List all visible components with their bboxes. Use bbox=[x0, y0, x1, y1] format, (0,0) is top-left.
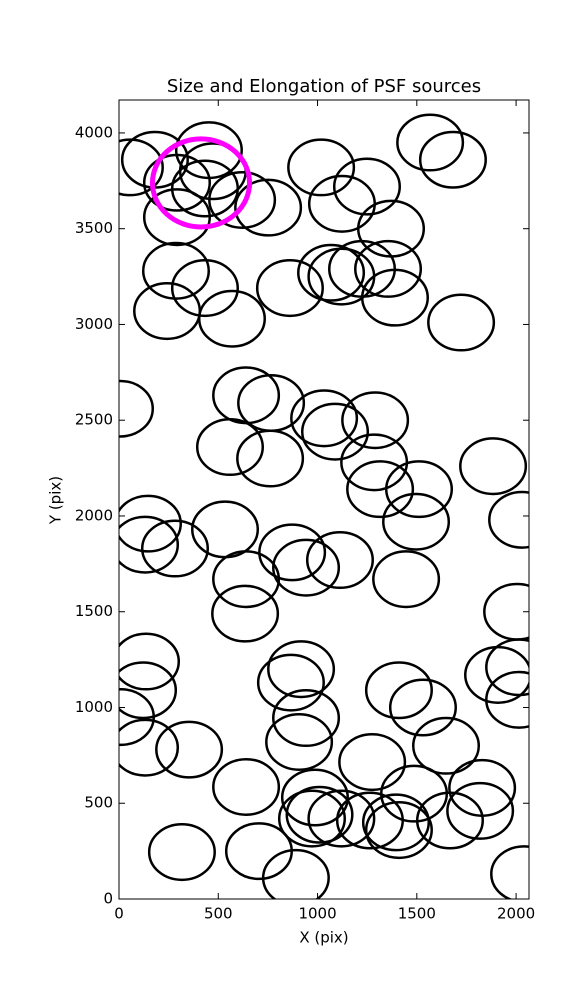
psf-ellipse bbox=[119, 379, 154, 438]
psf-ellipse bbox=[119, 718, 180, 777]
x-tick-label: 500 bbox=[204, 905, 233, 923]
psf-ellipse bbox=[119, 138, 164, 197]
x-tick-label: 0 bbox=[114, 905, 124, 923]
psf-ellipse bbox=[195, 418, 264, 477]
y-tick-label: 3000 bbox=[75, 315, 113, 333]
psf-ellipse bbox=[236, 429, 305, 488]
psf-ellipse bbox=[255, 259, 324, 318]
psf-ellipse bbox=[338, 733, 407, 792]
y-tick-label: 2000 bbox=[75, 506, 113, 524]
y-axis-label: Y (pix) bbox=[47, 476, 65, 525]
psf-ellipse bbox=[446, 781, 515, 840]
psf-ellipse bbox=[384, 460, 454, 519]
psf-ellipse bbox=[388, 678, 457, 737]
psf-ellipse bbox=[459, 437, 528, 496]
y-tick-label: 2500 bbox=[75, 411, 113, 429]
psf-ellipse bbox=[258, 523, 327, 582]
psf-ellipse bbox=[155, 720, 224, 779]
psf-ellipse bbox=[147, 823, 216, 882]
psf-ellipse bbox=[372, 550, 441, 609]
psf-ellipse bbox=[335, 791, 404, 850]
x-axis-label: X (pix) bbox=[299, 929, 348, 947]
psf-ellipse bbox=[382, 492, 451, 551]
psf-ellipse bbox=[142, 153, 211, 212]
x-tick-label: 1500 bbox=[398, 905, 436, 923]
psf-ellipse bbox=[142, 188, 211, 247]
psf-ellipse bbox=[119, 515, 180, 574]
psf-ellipse bbox=[285, 785, 354, 844]
y-tick-label: 3500 bbox=[75, 219, 113, 237]
psf-ellipse bbox=[267, 640, 336, 699]
y-tick-label: 0 bbox=[103, 890, 113, 908]
psf-ellipse bbox=[346, 460, 415, 519]
psf-ellipse bbox=[119, 632, 181, 691]
psf-ellipse bbox=[119, 688, 155, 747]
psf-ellipse bbox=[212, 757, 281, 816]
psf-ellipse bbox=[256, 653, 325, 712]
psf-ellipse bbox=[141, 241, 210, 300]
y-tick-label: 500 bbox=[84, 794, 113, 812]
psf-ellipse bbox=[261, 848, 330, 899]
psf-ellipse bbox=[272, 688, 341, 748]
psf-ellipse bbox=[364, 661, 433, 720]
psf-ellipse bbox=[411, 716, 481, 775]
psf-ellipse bbox=[464, 645, 529, 704]
psf-ellipse bbox=[234, 178, 303, 237]
psf-ellipse bbox=[211, 584, 280, 643]
psf-ellipse bbox=[290, 389, 359, 448]
psf-ellipse bbox=[332, 157, 401, 216]
psf-ellipse bbox=[119, 494, 182, 553]
psf-ellipse bbox=[212, 550, 281, 609]
psf-ellipse bbox=[197, 289, 266, 348]
psf-ellipse bbox=[301, 402, 370, 461]
psf-ellipse bbox=[485, 670, 529, 729]
psf-ellipse bbox=[415, 791, 484, 850]
psf-ellipse bbox=[170, 259, 239, 318]
psf-ellipse bbox=[287, 138, 356, 197]
psf-ellipse bbox=[341, 391, 410, 450]
psf-ellipse bbox=[354, 239, 423, 298]
plot-frame bbox=[118, 99, 530, 900]
psf-ellipse bbox=[418, 130, 487, 189]
psf-ellipse bbox=[305, 530, 374, 590]
y-tick-label: 1000 bbox=[75, 698, 113, 716]
psf-ellipse bbox=[280, 768, 349, 827]
psf-ellipse bbox=[265, 712, 334, 771]
plot-area bbox=[119, 113, 529, 899]
psf-ellipse bbox=[488, 490, 529, 549]
psf-ellipse bbox=[361, 793, 430, 852]
psf-ellipse bbox=[208, 170, 277, 229]
psf-ellipse bbox=[272, 538, 341, 597]
psf-ellipse bbox=[427, 293, 496, 352]
x-tick-label: 1000 bbox=[298, 905, 336, 923]
psf-ellipse bbox=[140, 519, 210, 578]
psf-ellipse bbox=[277, 789, 346, 848]
psf-ellipse bbox=[119, 661, 178, 720]
psf-ellipse bbox=[149, 136, 253, 230]
psf-ellipse bbox=[396, 113, 465, 172]
psf-ellipse bbox=[364, 801, 433, 860]
psf-ellipse bbox=[490, 845, 529, 899]
x-tick-label: 2000 bbox=[497, 905, 535, 923]
psf-ellipse bbox=[360, 268, 429, 327]
psf-ellipse bbox=[307, 789, 376, 848]
y-tick-label: 4000 bbox=[75, 123, 113, 141]
chart-title: Size and Elongation of PSF sources bbox=[167, 76, 481, 97]
psf-ellipse bbox=[297, 243, 366, 302]
y-tick-label: 1500 bbox=[75, 602, 113, 620]
